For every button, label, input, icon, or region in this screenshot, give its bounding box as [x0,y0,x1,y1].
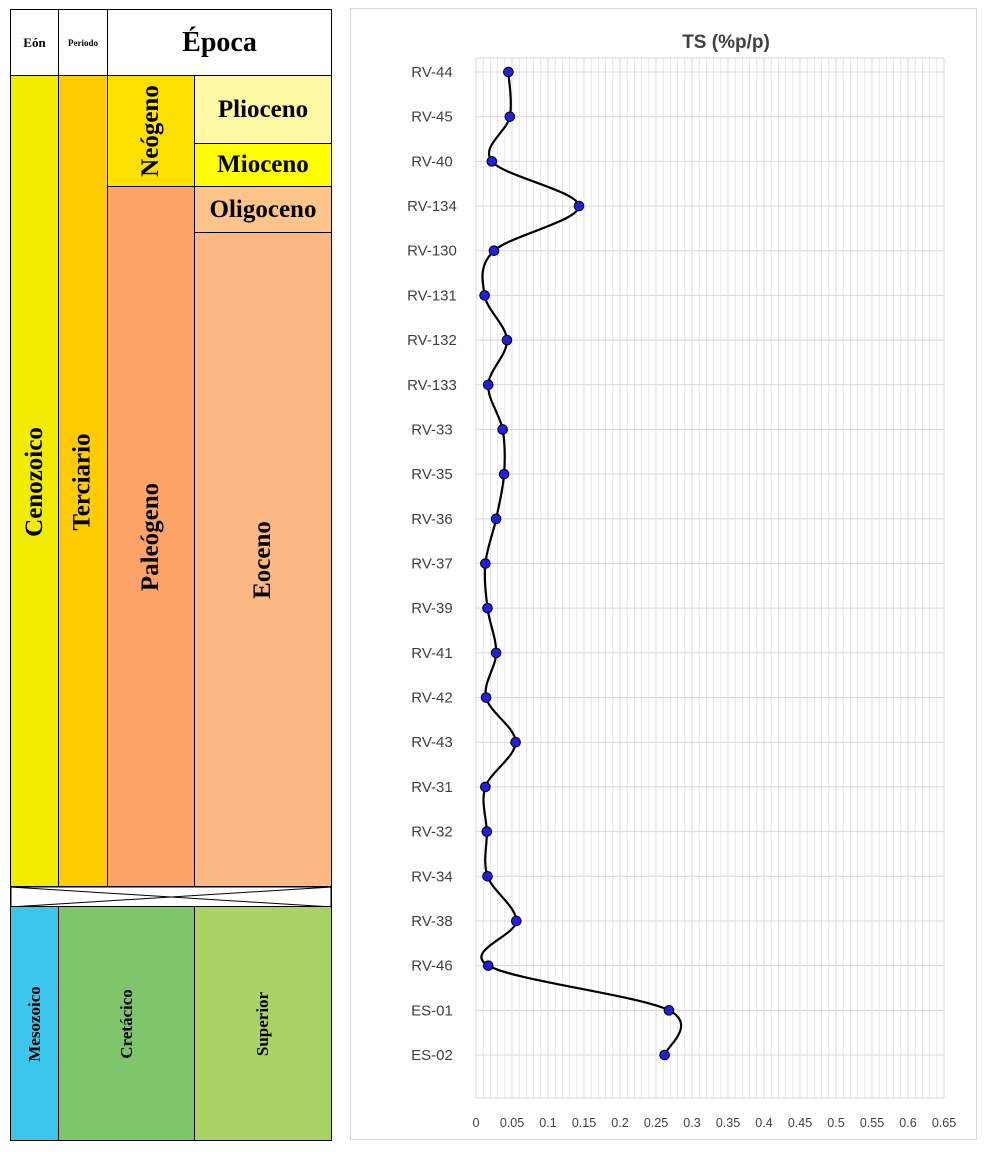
subperiod-paleogene: Paleógeno [107,186,195,888]
x-tick-label: 0.4 [755,1116,772,1130]
data-point-rv-134 [573,200,585,212]
epoch-upper-label: Superior [252,991,272,1056]
x-tick-label: 0.55 [860,1116,884,1130]
eon-cenozoic-label: Cenozoico [20,426,48,537]
unconformity-gap [10,886,332,908]
data-point-rv-34 [482,870,493,882]
y-tick-label: RV-130 [407,243,457,260]
y-tick-label: RV-40 [411,153,452,170]
header-period: Periodo [58,9,108,76]
y-tick-label: RV-32 [411,824,452,841]
header-epoch: Época [107,9,332,76]
y-tick-label: ES-01 [411,1002,453,1019]
y-tick-label: RV-131 [407,287,457,304]
y-tick-label: RV-133 [407,377,457,394]
period-cretaceous: Cretácico [58,906,195,1141]
x-tick-label: 0.65 [932,1116,956,1130]
eon-mesozoic: Mesozoico [10,906,59,1141]
data-point-rv-32 [481,826,493,837]
y-tick-label: RV-134 [407,198,457,215]
y-tick-label: RV-33 [411,421,452,438]
epoch-miocene-label: Mioceno [217,151,309,178]
data-point-rv-44 [503,66,514,78]
epoch-eocene: Eoceno [194,232,332,888]
data-point-rv-41 [490,647,502,659]
epoch-eocene-label: Eoceno [249,521,276,599]
header-eon-label: Eón [23,34,46,50]
header-period-label: Periodo [68,37,98,48]
chart-frame [350,8,977,1140]
ts-chart: TS (%p/p) RV-44RV-45RV-40RV-134RV-130RV-… [407,32,957,1130]
x-tick-label: 0.1 [539,1116,556,1130]
epoch-oligocene-label: Oligoceno [209,195,317,223]
y-tick-label: RV-46 [411,958,452,975]
data-point-rv-37 [480,558,491,569]
eon-mesozoic-label: Mesozoico [24,985,44,1062]
x-tick-label: 0.25 [644,1116,668,1130]
header-eon: Eón [10,9,59,76]
subperiod-neogene: Neógeno [107,75,195,187]
data-point-rv-38 [511,915,522,927]
y-tick-label: RV-31 [411,779,452,796]
period-tertiary: Terciario [58,75,108,888]
data-point-rv-45 [504,111,516,122]
data-point-rv-130 [488,245,500,257]
epoch-pliocene: Plioceno [194,75,332,144]
data-point-rv-42 [480,692,492,703]
epoch-upper: Superior [194,906,332,1141]
data-point-es-01 [663,1005,675,1016]
subperiod-paleogene-label: Paleógeno [137,482,165,592]
header-epoch-label: Época [182,26,257,58]
y-tick-label: RV-45 [411,109,452,126]
data-point-rv-35 [498,468,510,480]
y-tick-label: RV-36 [411,511,452,528]
x-tick-label: 0.45 [788,1116,812,1130]
period-tertiary-label: Terciario [69,432,96,531]
epoch-miocene: Mioceno [194,143,332,187]
eon-cenozoic: Cenozoico [10,75,59,888]
data-point-es-02 [659,1049,670,1061]
x-tick-label: 0.05 [500,1116,524,1130]
y-tick-labels: RV-44 RV-45 RV-40 RV-134 RV-130 RV-131 RV-132 R… [407,64,457,1064]
y-tick-label: RV-35 [411,466,452,483]
stratigraphic-column: Eón Periodo Época Cenozoico Terciario Ne… [0,0,340,1152]
ts-chart-panel: TS (%p/p) RV-44 RV-45 RV-40 RV-134 RV-130 RV-… [340,0,991,1152]
x-tick-label: 0.35 [716,1116,740,1130]
ts-series-points [479,66,675,1061]
x-tick-label: 0.2 [611,1116,628,1130]
y-tick-label: RV-44 [411,64,452,81]
y-tick-label: RV-38 [411,913,452,930]
x-tick-labels: 0 0.05 0.1 0.15 0.2 0.25 0.3 0.35 0.4 0.45 0.5 0.55… [473,1116,957,1130]
x-tick-label: 0.15 [572,1116,596,1130]
y-tick-label: RV-39 [411,600,452,617]
epoch-oligocene: Oligoceno [194,186,332,233]
data-point-rv-33 [497,424,508,435]
chart-title: TS (%p/p) [682,32,770,53]
data-point-rv-46 [482,960,494,971]
x-tick-label: 0.6 [899,1116,916,1130]
data-point-rv-40 [486,156,498,167]
subperiod-neogene-label: Neógeno [137,85,164,177]
data-point-rv-36 [490,513,502,525]
data-point-rv-131 [479,290,490,301]
data-point-rv-132 [501,334,513,346]
data-point-rv-43 [510,736,521,748]
data-point-rv-31 [480,781,491,793]
y-tick-label: RV-34 [411,868,452,885]
x-tick-label: 0.3 [683,1116,700,1130]
x-tick-label: 0.5 [827,1116,844,1130]
y-tick-label: ES-02 [411,1047,453,1064]
y-tick-label: RV-132 [407,332,457,349]
period-cretaceous-label: Cretácico [116,988,136,1059]
y-tick-label: RV-37 [411,556,452,573]
data-point-rv-133 [482,379,494,391]
y-tick-label: RV-42 [411,690,452,707]
y-tick-label: RV-43 [411,734,452,751]
y-tick-label: RV-41 [411,645,452,662]
epoch-pliocene-label: Plioceno [217,95,309,123]
grid [475,57,945,1099]
x-tick-label: 0 [473,1116,480,1130]
data-point-rv-39 [482,602,493,614]
